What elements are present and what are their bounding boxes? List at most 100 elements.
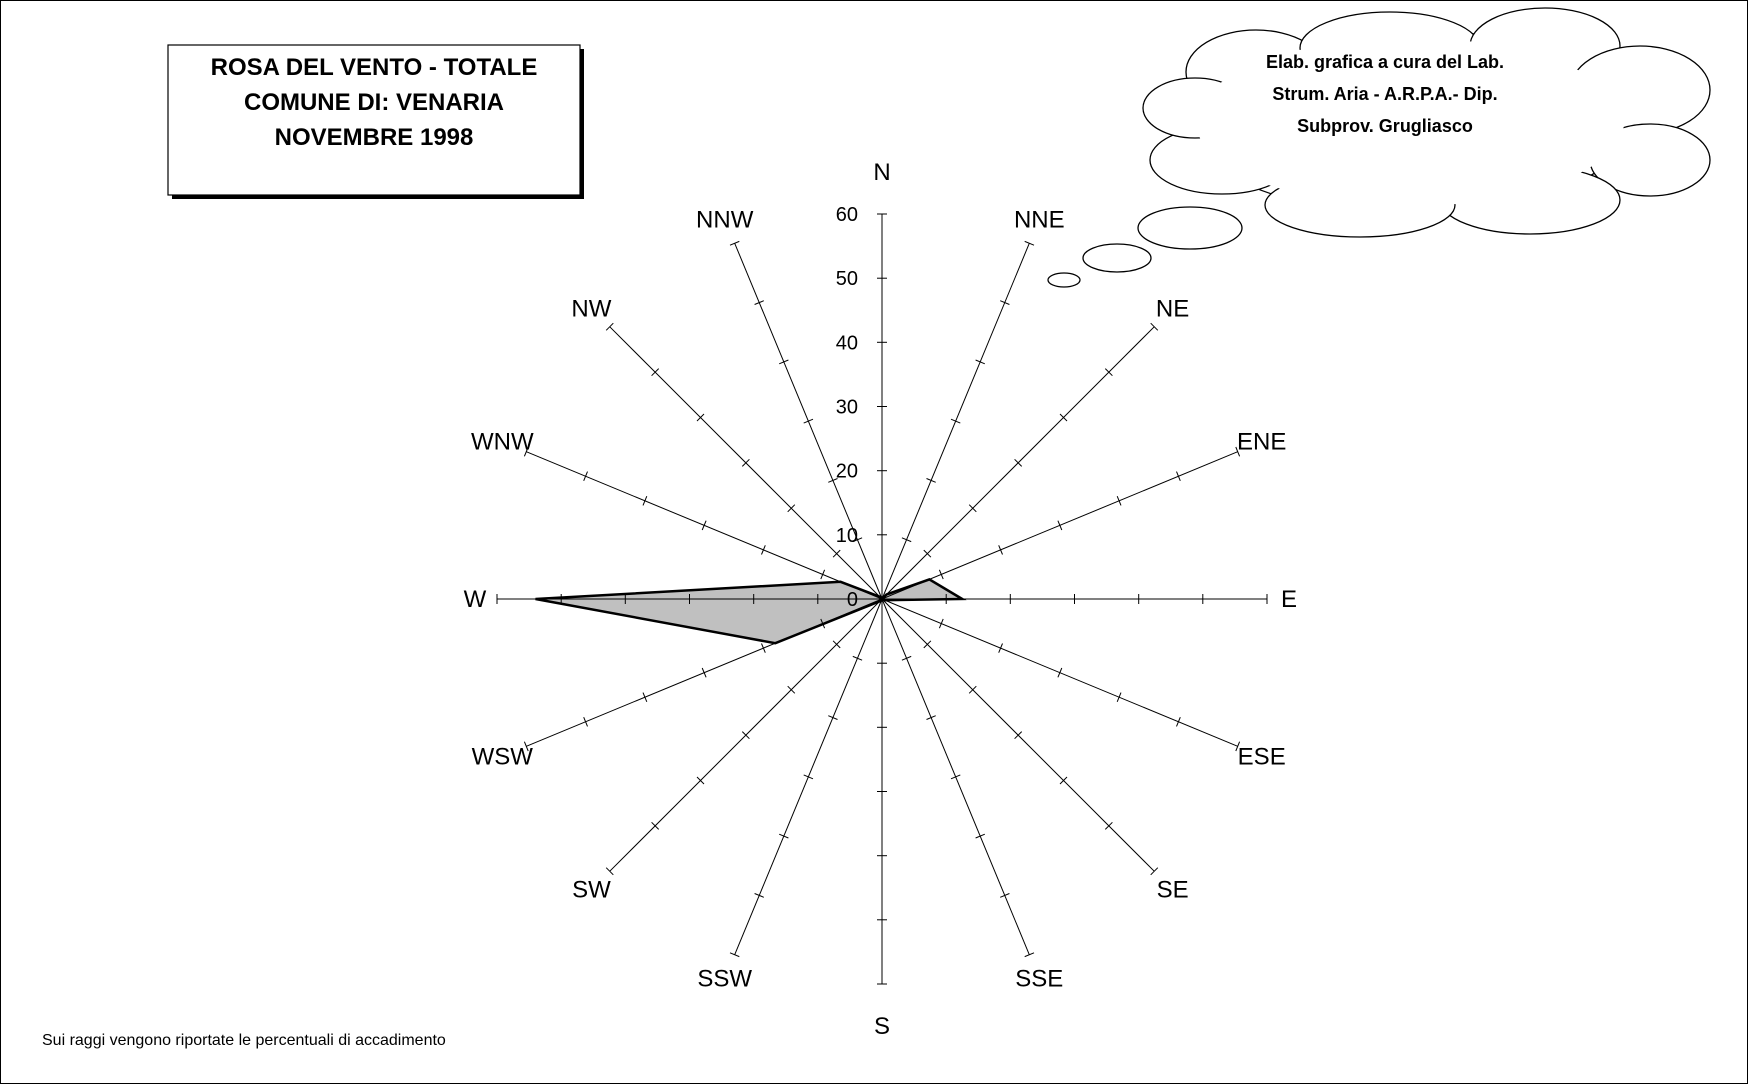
tick-wnw-10 xyxy=(820,569,826,580)
footnote: Sui raggi vengono riportate le percentua… xyxy=(42,1032,446,1049)
tick-ssw-50 xyxy=(754,893,764,898)
rose-plot-area: N NNE NE ENE E ESE SE SSE S SSW SW WSW W WNW NW NNW 0 10 2… xyxy=(464,159,1297,1040)
tick-se-30 xyxy=(1014,731,1023,740)
title-line-1: ROSA DEL VENTO - TOTALE xyxy=(211,54,538,81)
tick-se-40 xyxy=(1059,776,1068,785)
tick-ese-30 xyxy=(1057,667,1063,678)
tick-wsw-20 xyxy=(761,643,766,653)
direction-label-ne: NE xyxy=(1156,295,1189,322)
tick-ene-30 xyxy=(1057,520,1063,531)
tick-se-20 xyxy=(968,685,977,694)
tick-ese-40 xyxy=(1116,692,1122,702)
tick-ene-60 xyxy=(1235,446,1241,457)
direction-label-ssw: SSW xyxy=(697,966,752,993)
tick-nnw-20 xyxy=(828,478,838,483)
tick-ne-30 xyxy=(1014,458,1023,467)
tick-wsw-30 xyxy=(701,667,707,678)
tick-nw-10 xyxy=(832,549,841,558)
tick-se-10 xyxy=(923,640,932,649)
tick-nw-40 xyxy=(696,413,705,422)
tick-nne-20 xyxy=(926,478,936,483)
tick-sw-30 xyxy=(741,731,750,740)
direction-label-nw: NW xyxy=(571,295,611,322)
direction-label-se: SE xyxy=(1157,877,1189,904)
tick-ene-50 xyxy=(1176,471,1181,481)
title-line-3: NOVEMBRE 1998 xyxy=(275,124,474,151)
credit-line-3: Subprov. Grugliasco xyxy=(1297,116,1473,136)
tick-nnw-30 xyxy=(803,418,814,424)
radial-tick-label-30: 30 xyxy=(836,397,858,419)
tick-sw-40 xyxy=(696,776,705,785)
tick-sw-20 xyxy=(787,685,796,694)
direction-label-w: W xyxy=(464,586,487,613)
tick-nw-50 xyxy=(651,368,660,377)
tick-nw-30 xyxy=(741,458,750,467)
tick-nne-50 xyxy=(1000,300,1010,305)
credit-cloud xyxy=(1047,7,1711,288)
tick-nnw-60 xyxy=(729,240,740,246)
direction-label-s: S xyxy=(874,1013,890,1040)
tick-sw-50 xyxy=(651,821,660,830)
credit-line-2: Strum. Aria - A.R.P.A.- Dip. xyxy=(1272,84,1497,104)
tick-ssw-40 xyxy=(779,833,789,839)
tick-ese-20 xyxy=(998,643,1003,653)
direction-label-e: E xyxy=(1281,586,1297,613)
direction-label-wsw: WSW xyxy=(472,743,534,770)
tick-sw-10 xyxy=(832,640,841,649)
tick-sse-30 xyxy=(950,774,961,780)
direction-label-nne: NNE xyxy=(1014,206,1065,233)
direction-label-nnw: NNW xyxy=(696,206,754,233)
tick-sse-50 xyxy=(1000,893,1010,898)
radial-tick-label-60: 60 xyxy=(836,204,858,226)
direction-label-sw: SW xyxy=(572,877,611,904)
tick-se-60 xyxy=(1150,867,1159,876)
tick-sw-60 xyxy=(605,867,614,876)
radial-tick-label-20: 20 xyxy=(836,461,858,483)
tick-wnw-20 xyxy=(761,545,766,555)
tick-nnw-40 xyxy=(779,359,789,365)
radial-tick-label-10: 10 xyxy=(836,525,858,547)
tick-ssw-30 xyxy=(803,774,814,780)
direction-label-n: N xyxy=(873,159,890,186)
tick-nnw-50 xyxy=(754,300,764,305)
tick-wnw-30 xyxy=(701,520,707,531)
direction-label-ese: ESE xyxy=(1238,743,1286,770)
tick-ssw-10 xyxy=(852,655,863,661)
tick-ene-20 xyxy=(998,545,1003,555)
tick-ssw-60 xyxy=(729,952,740,958)
tick-wsw-60 xyxy=(523,741,529,752)
tick-sse-10 xyxy=(901,655,912,661)
radial-tick-label-50: 50 xyxy=(836,268,858,290)
tick-sse-20 xyxy=(926,715,936,720)
credit-line-1: Elab. grafica a cura del Lab. xyxy=(1266,52,1504,72)
tick-sse-60 xyxy=(1024,952,1035,958)
radial-tick-label-40: 40 xyxy=(836,332,858,354)
radial-tick-label-0: 0 xyxy=(847,589,858,611)
tick-nne-30 xyxy=(950,418,961,424)
tick-ene-10 xyxy=(938,569,944,580)
direction-label-wnw: WNW xyxy=(471,429,534,456)
tick-wsw-50 xyxy=(583,717,588,727)
tick-ese-50 xyxy=(1176,717,1181,727)
tick-ne-60 xyxy=(1150,322,1159,331)
tick-wsw-40 xyxy=(642,692,648,702)
tick-nnw-10 xyxy=(852,537,863,543)
tick-ene-40 xyxy=(1116,496,1122,506)
tick-ne-10 xyxy=(923,549,932,558)
tick-nne-60 xyxy=(1024,240,1035,246)
direction-label-sse: SSE xyxy=(1015,966,1063,993)
tick-ne-50 xyxy=(1104,368,1113,377)
tick-ese-10 xyxy=(938,618,944,629)
tick-ssw-20 xyxy=(828,715,838,720)
tick-ne-40 xyxy=(1059,413,1068,422)
tick-nw-60 xyxy=(605,322,614,331)
tick-wnw-40 xyxy=(642,496,648,506)
title-line-2: COMUNE DI: VENARIA xyxy=(244,89,504,116)
tick-sse-40 xyxy=(975,833,985,839)
tick-wsw-10 xyxy=(820,618,826,629)
tick-nne-40 xyxy=(975,359,985,365)
tick-nne-10 xyxy=(901,537,912,543)
tick-ne-20 xyxy=(968,504,977,513)
